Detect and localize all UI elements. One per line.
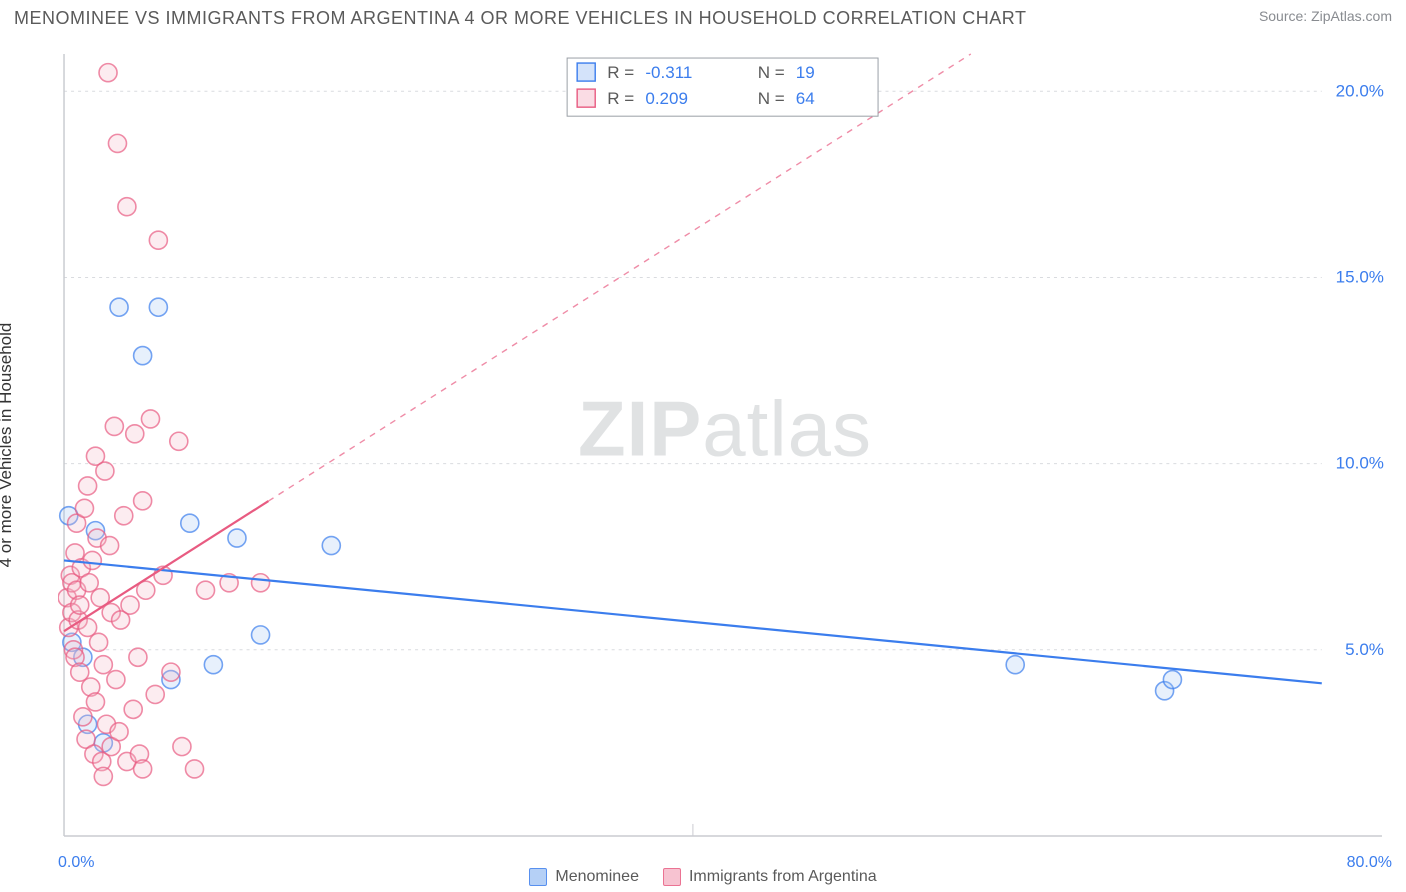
bottom-legend: Menominee Immigrants from Argentina (0, 868, 1406, 886)
svg-text:19: 19 (796, 63, 815, 82)
svg-text:10.0%: 10.0% (1336, 454, 1384, 473)
correlation-chart: 4 or more Vehicles in Household 5.0%10.0… (14, 44, 1392, 846)
legend-label-argentina: Immigrants from Argentina (689, 868, 877, 886)
svg-text:N =: N = (758, 63, 785, 82)
svg-text:R =: R = (607, 89, 634, 108)
svg-text:R =: R = (607, 63, 634, 82)
svg-text:5.0%: 5.0% (1345, 640, 1384, 659)
svg-text:64: 64 (796, 89, 815, 108)
plot-area: 5.0% 10.0% 15.0% 20.0% R = -0.311 N = 19 R = 0.20… (58, 44, 1392, 846)
legend-item-argentina: Immigrants from Argentina (663, 868, 877, 886)
y-axis-label: 4 or more Vehicles in Household (0, 323, 16, 568)
source-attribution: Source: ZipAtlas.com (1259, 8, 1392, 24)
svg-text:15.0%: 15.0% (1336, 267, 1384, 286)
svg-text:-0.311: -0.311 (645, 63, 692, 82)
legend-swatch-argentina (663, 868, 681, 886)
svg-text:20.0%: 20.0% (1336, 81, 1384, 100)
legend-label-menominee: Menominee (555, 868, 639, 886)
legend-item-menominee: Menominee (529, 868, 639, 886)
page-title: MENOMINEE VS IMMIGRANTS FROM ARGENTINA 4… (14, 8, 1026, 29)
legend-swatch-menominee (529, 868, 547, 886)
chart-svg: 5.0% 10.0% 15.0% 20.0% R = -0.311 N = 19 R = 0.20… (58, 44, 1392, 846)
source-link[interactable]: ZipAtlas.com (1311, 8, 1392, 24)
source-label: Source: (1259, 8, 1307, 24)
svg-text:N =: N = (758, 89, 785, 108)
svg-text:0.209: 0.209 (645, 89, 688, 108)
